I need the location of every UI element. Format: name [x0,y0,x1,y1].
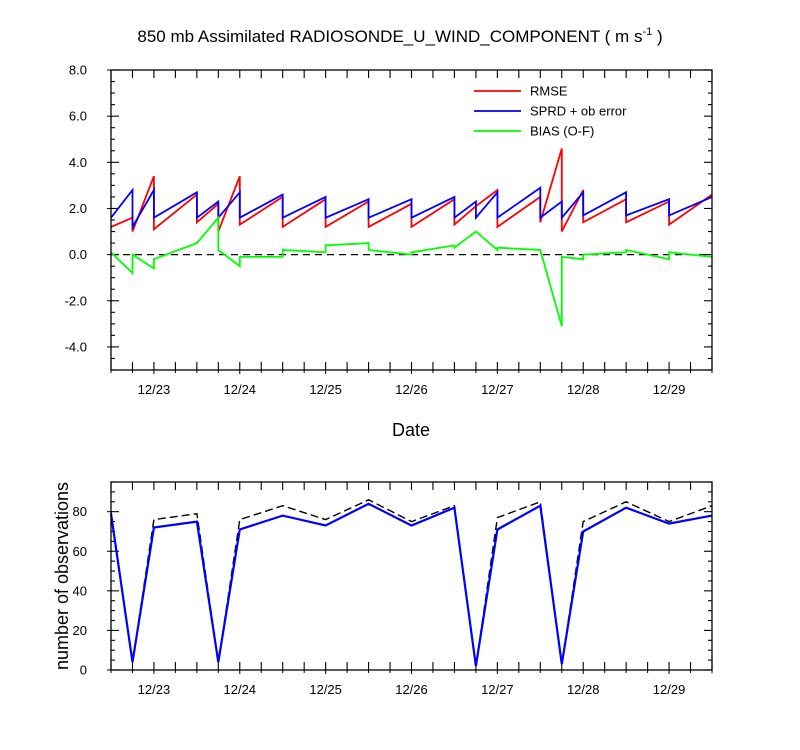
y-tick-label: 20 [73,623,87,638]
x-tick-label: 12/24 [224,682,257,697]
y-tick-label: -4.0 [65,339,87,354]
y-tick-label: 0.0 [69,247,87,262]
legend-label: BIAS (O-F) [530,124,594,139]
x-tick-label: 12/27 [481,682,514,697]
assimilated-observations-line [109,502,713,667]
chart-legend: RMSE SPRD + ob error BIAS (O-F) [474,84,627,139]
x-tick-label: 12/28 [567,382,600,397]
observations-panel-marks: 12/23 12/24 12/25 12/26 12/27 12/28 12/29 0 20 40… [73,481,713,697]
x-tick-label: 12/26 [395,382,428,397]
y-tick-label: 6.0 [69,109,87,124]
legend-label: RMSE [530,84,568,99]
x-tick-label: 12/25 [309,382,342,397]
x-axis-title: Date [392,420,430,440]
x-tick-label: 12/29 [653,682,686,697]
rmse-panel: 12/23 12/24 12/25 12/26 12/27 12/28 12/29 -4.0 -… [65,63,713,440]
y-tick-label: 2.0 [69,201,87,216]
y-tick-label: -2.0 [65,293,87,308]
y-tick-label: 8.0 [69,63,87,78]
y-axis-title: number of observations [52,482,72,670]
chart-title: 850 mb Assimilated RADIOSONDE_U_WIND_COM… [137,26,662,46]
observations-panel-frame [110,481,713,671]
x-tick-label: 12/24 [224,382,257,397]
legend-label: SPRD + ob error [530,104,627,119]
y-tick-label: 80 [73,504,87,519]
x-tick-label: 12/23 [138,382,171,397]
rmse-panel-marks: 12/23 12/24 12/25 12/26 12/27 12/28 12/29 -4.0 -… [65,63,713,397]
observations-panel: 12/23 12/24 12/25 12/26 12/27 12/28 12/29 0 20 40… [52,481,713,697]
rmse-panel-frame [110,69,713,371]
sprd-ob-error-series-line [110,185,713,231]
x-tick-label: 12/29 [653,382,686,397]
x-tick-label: 12/28 [567,682,600,697]
y-tick-label: 60 [73,544,87,559]
x-tick-label: 12/26 [395,682,428,697]
total-observations-line [110,499,713,667]
x-tick-label: 12/27 [481,382,514,397]
x-tick-label: 12/23 [138,682,171,697]
bias-o-f-series-line [110,215,713,327]
y-tick-label: 0 [80,663,87,678]
y-tick-label: 4.0 [69,155,87,170]
rmse-series-line [110,148,713,232]
y-tick-label: 40 [73,583,87,598]
x-tick-label: 12/25 [309,682,342,697]
